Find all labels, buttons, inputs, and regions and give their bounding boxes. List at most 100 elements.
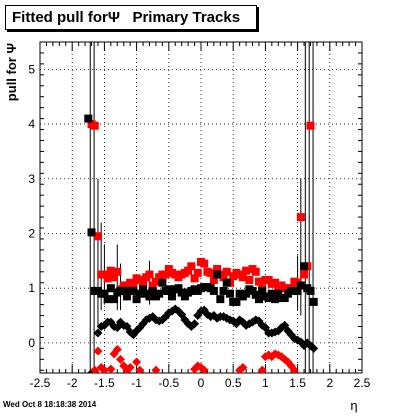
chart-title-box: Fitted pull forΨ Primary Tracks	[5, 5, 257, 30]
data-point-square	[293, 286, 302, 295]
x-tick-label: -1	[131, 376, 142, 390]
data-point-square	[222, 267, 231, 276]
data-point-square	[296, 281, 305, 290]
y-tick-label: 3	[28, 172, 35, 186]
data-point-diamond	[190, 364, 200, 373]
data-point-square	[139, 285, 148, 294]
x-tick-label: 2	[326, 376, 333, 390]
x-tick-label: -0.5	[158, 376, 179, 390]
y-axis-label: pull for Ψ	[4, 43, 19, 101]
data-point-diamond	[135, 365, 145, 373]
x-tick-label: -2.5	[30, 376, 51, 390]
data-point-square	[242, 266, 251, 275]
data-point-square	[254, 277, 263, 286]
data-point-square	[209, 275, 218, 284]
data-point-diamond	[289, 365, 299, 373]
data-point-diamond	[199, 365, 209, 373]
data-point-square	[309, 297, 318, 306]
data-point-square	[300, 262, 309, 271]
data-point-square	[251, 267, 260, 276]
data-point-diamond	[190, 319, 200, 329]
data-point-square	[213, 265, 222, 274]
data-point-diamond	[125, 363, 135, 373]
data-point-square	[242, 289, 251, 298]
data-point-square	[148, 286, 157, 295]
data-point-square	[258, 286, 267, 295]
data-point-square	[174, 284, 183, 293]
data-point-diamond	[90, 365, 100, 373]
data-point-square	[271, 295, 280, 304]
y-tick-label: 4	[28, 117, 35, 131]
data-point-square	[110, 273, 119, 282]
data-point-square	[119, 286, 128, 295]
data-point-square	[106, 284, 115, 293]
x-tick-label: 1.5	[289, 376, 306, 390]
y-tick-label: 1	[28, 281, 35, 295]
data-point-square	[232, 297, 241, 306]
data-point-diamond	[122, 365, 132, 373]
series-1	[84, 114, 318, 306]
data-point-square	[106, 266, 115, 275]
data-point-square	[274, 289, 283, 298]
data-point-square	[206, 268, 215, 277]
data-point-square	[132, 295, 141, 304]
chart-title: Fitted pull forΨ Primary Tracks	[12, 9, 241, 26]
timestamp: Wed Oct 8 18:18:38 2014	[3, 400, 97, 409]
data-point-square	[158, 278, 167, 287]
axis-ticks	[39, 41, 363, 373]
data-point-diamond	[93, 328, 103, 338]
data-point-square	[306, 286, 315, 295]
data-point-square	[193, 268, 202, 277]
series-0	[87, 120, 315, 294]
x-tick-label: 0.5	[225, 376, 242, 390]
data-point-square	[161, 270, 170, 279]
data-point-square	[135, 289, 144, 298]
data-point-square	[254, 295, 263, 304]
data-point-square	[245, 275, 254, 284]
data-point-square	[129, 279, 138, 288]
data-point-square	[216, 295, 225, 304]
data-point-diamond	[235, 365, 245, 373]
x-tick-label: 1	[262, 376, 269, 390]
data-point-square	[103, 295, 112, 304]
data-point-diamond	[93, 346, 103, 356]
x-tick-label: -1.5	[94, 376, 115, 390]
data-point-square	[306, 121, 315, 130]
data-point-square	[122, 292, 131, 301]
data-point-diamond	[99, 365, 109, 373]
y-tick-label: 5	[28, 62, 35, 76]
data-point-square	[151, 277, 160, 286]
data-point-square	[110, 295, 119, 304]
data-point-square	[251, 290, 260, 299]
data-point-square	[93, 232, 102, 241]
data-point-square	[145, 292, 154, 301]
data-point-square	[271, 278, 280, 287]
data-point-diamond	[151, 365, 161, 373]
data-point-square	[190, 274, 199, 283]
x-tick-label: 0	[198, 376, 205, 390]
data-point-square	[113, 267, 122, 276]
series-3	[90, 344, 299, 373]
data-point-diamond	[106, 364, 116, 373]
data-point-square	[90, 121, 99, 130]
data-point-diamond	[238, 363, 248, 373]
data-point-square	[87, 228, 96, 237]
data-point-square	[238, 273, 247, 282]
data-point-square	[187, 262, 196, 271]
data-point-square	[200, 259, 209, 268]
data-point-square	[296, 213, 305, 222]
x-tick-label: 2.5	[354, 376, 371, 390]
data-point-square	[222, 278, 231, 287]
plot-frame	[39, 41, 363, 374]
data-point-diamond	[132, 357, 142, 367]
x-axis-label: η	[350, 398, 357, 413]
data-point-diamond	[309, 343, 319, 353]
data-point-square	[164, 285, 173, 294]
data-point-square	[103, 274, 112, 283]
data-point-diamond	[112, 344, 122, 354]
data-point-square	[209, 286, 218, 295]
data-point-square	[225, 289, 234, 298]
data-point-square	[300, 270, 309, 279]
